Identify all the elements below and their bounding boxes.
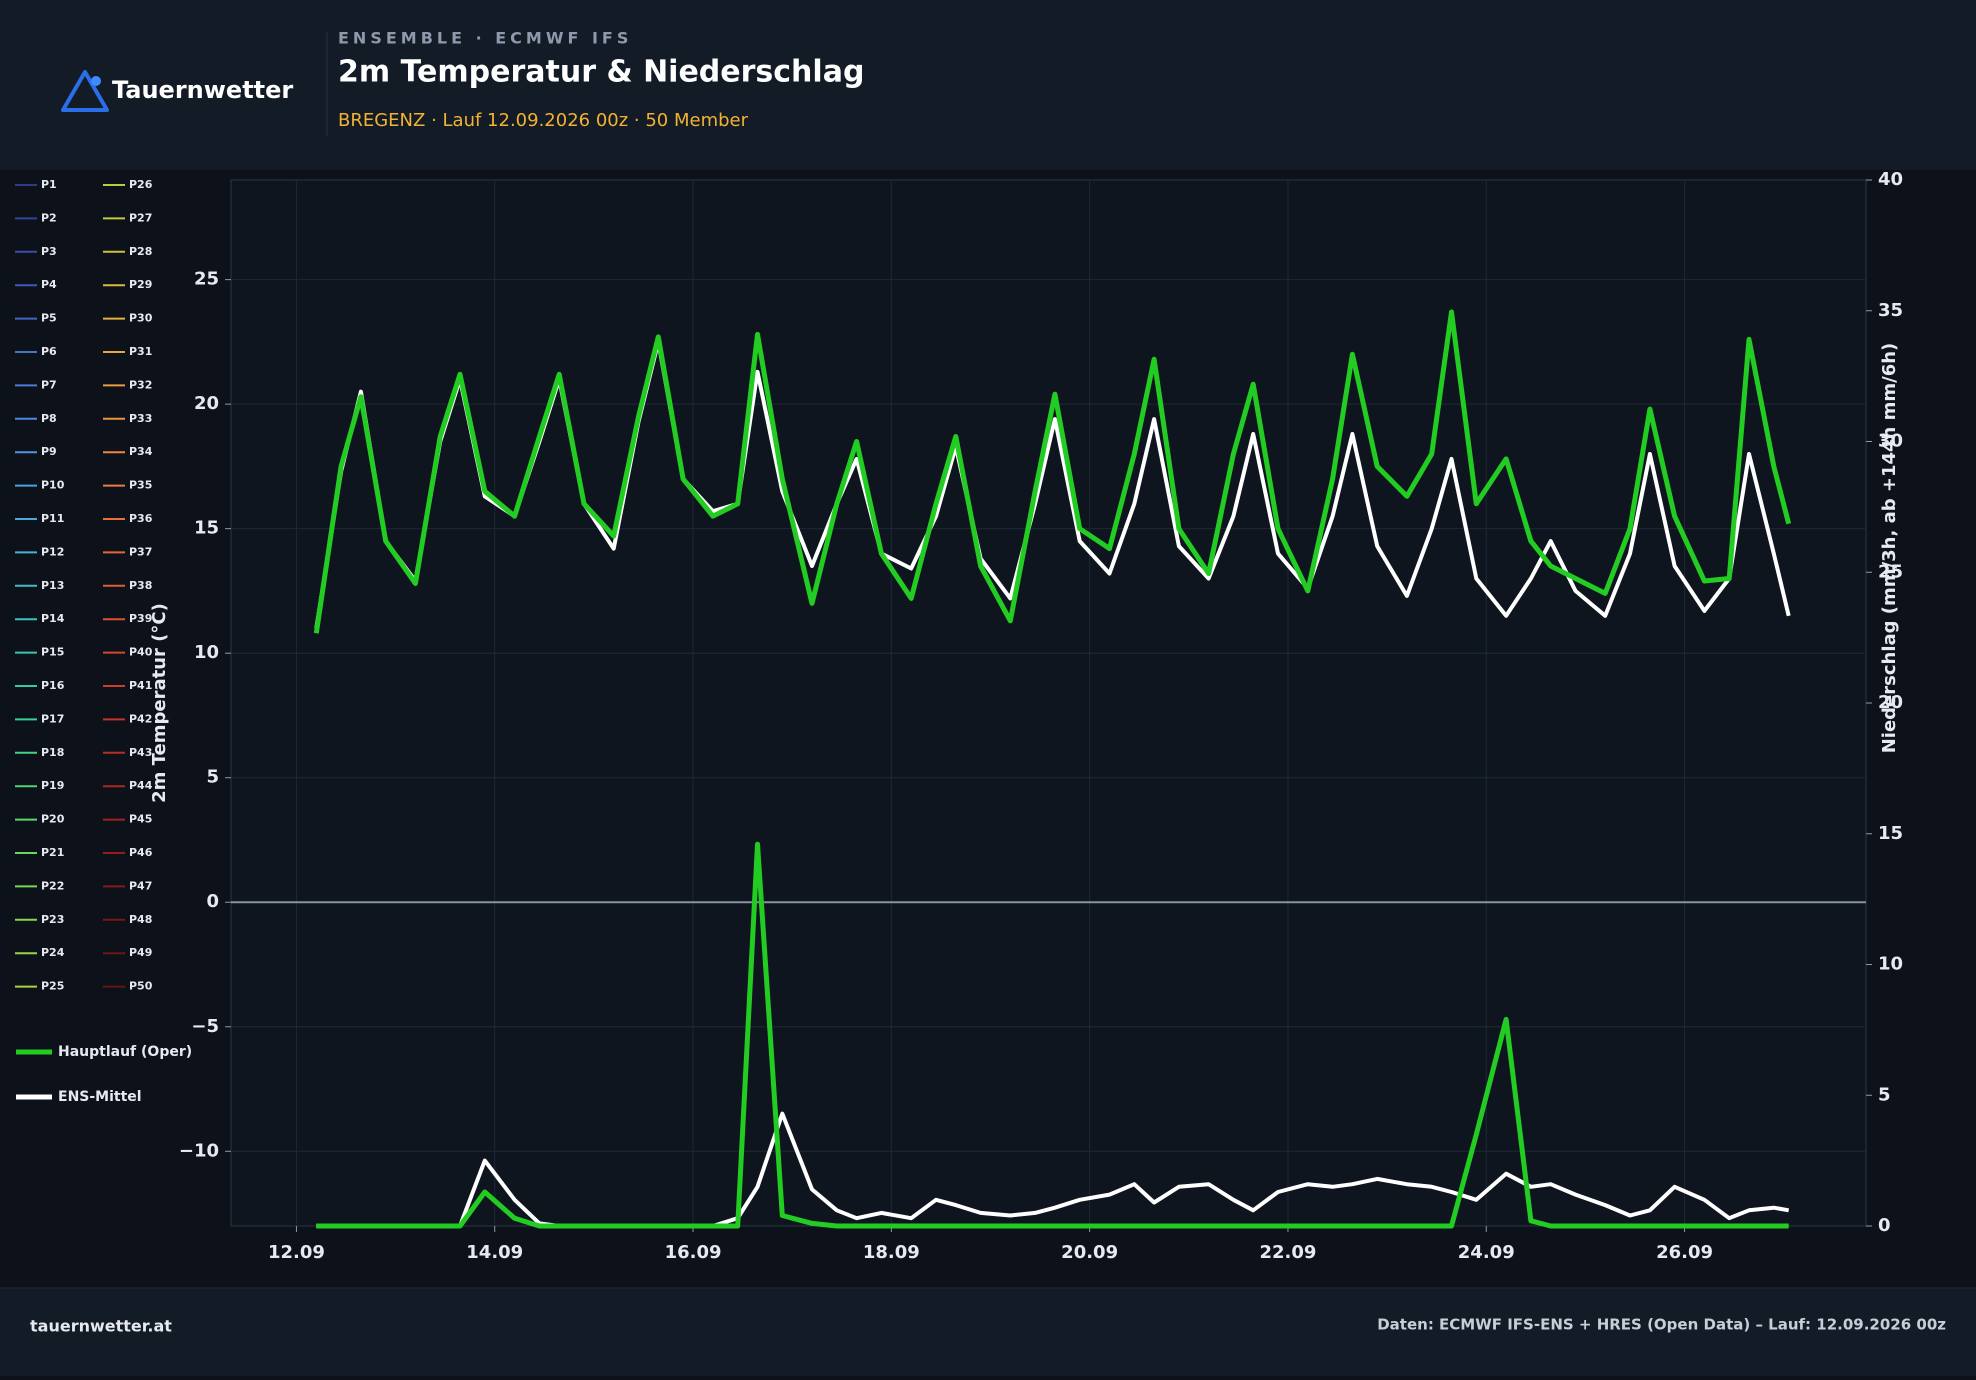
legend-label: P24 — [41, 946, 65, 959]
legend-label: P11 — [41, 512, 64, 525]
legend-label: P50 — [129, 980, 153, 993]
plot-area — [230, 179, 1867, 1227]
legend-label: P35 — [129, 479, 152, 492]
legend-label: P21 — [41, 846, 64, 859]
legend-label: P8 — [41, 412, 57, 425]
y-tick-label: 15 — [194, 518, 219, 539]
footer-right: Daten: ECMWF IFS-ENS + HRES (Open Data) … — [1377, 1316, 1946, 1334]
x-tick-label: 22.09 — [1259, 1242, 1316, 1263]
legend-label: P49 — [129, 946, 152, 959]
legend-label: P48 — [129, 913, 152, 926]
legend-label: P30 — [129, 312, 153, 325]
y-tick-label: 20 — [194, 393, 219, 414]
y2-tick-label: 30 — [1878, 431, 1903, 452]
footer-bg — [0, 1288, 1976, 1376]
brand: Tauernwetter — [112, 76, 293, 104]
legend-label: P34 — [129, 445, 153, 458]
legend-label: P14 — [41, 612, 65, 625]
legend-label: P47 — [129, 879, 152, 892]
y2-tick-label: 40 — [1878, 169, 1903, 190]
legend-label: P10 — [41, 479, 65, 492]
legend-label: P23 — [41, 913, 64, 926]
legend-label: P17 — [41, 712, 64, 725]
y-tick-label: −5 — [191, 1016, 219, 1037]
legend-label: P3 — [41, 245, 57, 258]
legend-label: P41 — [129, 679, 152, 692]
legend-label: P33 — [129, 412, 152, 425]
temp-line — [313, 309, 1792, 634]
precip-line — [316, 841, 1789, 1229]
legend-label: P15 — [41, 646, 64, 659]
header-bg — [0, 0, 1976, 170]
legend-label: P25 — [41, 980, 64, 993]
legend-label: P44 — [129, 779, 153, 792]
legend-label: P45 — [129, 813, 152, 826]
y-tick-label: 5 — [206, 767, 219, 788]
logo — [61, 70, 109, 112]
legend-label: P46 — [129, 846, 153, 859]
x-tick-label: 16.09 — [665, 1242, 722, 1263]
legend-label: P38 — [129, 579, 152, 592]
x-tick-label: 14.09 — [466, 1242, 523, 1263]
y-tick-label: −10 — [179, 1140, 219, 1161]
legend-label: P40 — [129, 646, 153, 659]
legend-label: P31 — [129, 345, 152, 358]
y2-axis-label: Niederschlag (mm/3h, ab +144h mm/6h) — [1879, 343, 1900, 754]
kicker: ENSEMBLE · ECMWF IFS — [338, 29, 632, 48]
subtitle: BREGENZ · Lauf 12.09.2026 00z · 50 Membe… — [338, 110, 749, 131]
legend-label: P20 — [41, 813, 65, 826]
x-tick-label: 24.09 — [1458, 1242, 1515, 1263]
legend-label: P27 — [129, 211, 152, 224]
legend-label: P5 — [41, 312, 57, 325]
legend-label: P39 — [129, 612, 152, 625]
legend-label: P42 — [129, 712, 152, 725]
legend-label: P26 — [129, 178, 153, 191]
x-tick-label: 20.09 — [1061, 1242, 1118, 1263]
legend-label: P29 — [129, 278, 152, 291]
x-tick-label: 12.09 — [268, 1242, 325, 1263]
legend-label: P2 — [41, 211, 57, 224]
legend-label: ENS-Mittel — [58, 1089, 142, 1105]
legend-label: P36 — [129, 512, 153, 525]
y2-tick-label: 25 — [1878, 561, 1903, 582]
legend-label: P1 — [41, 178, 57, 191]
legend-label: P43 — [129, 746, 152, 759]
y2-tick-label: 35 — [1878, 300, 1903, 321]
x-tick-label: 18.09 — [863, 1242, 920, 1263]
y-tick-label: 25 — [194, 269, 219, 290]
legend-label: P4 — [41, 278, 57, 291]
y-tick-label: 0 — [206, 891, 219, 912]
x-tick-label: 26.09 — [1656, 1242, 1713, 1263]
legend-label: P18 — [41, 746, 64, 759]
legend-label: P19 — [41, 779, 64, 792]
legend-label: P6 — [41, 345, 57, 358]
logo-dot — [91, 76, 101, 86]
y2-tick-label: 15 — [1878, 823, 1903, 844]
y2-tick-label: 0 — [1878, 1215, 1891, 1236]
legend-label: P7 — [41, 378, 57, 391]
legend-label: P22 — [41, 879, 64, 892]
legend-label: P16 — [41, 679, 65, 692]
footer-left: tauernwetter.at — [30, 1317, 172, 1336]
y-axis-label: 2m Temperatur (°C) — [149, 603, 170, 803]
legend-label: P28 — [129, 245, 152, 258]
y2-tick-label: 20 — [1878, 692, 1903, 713]
y2-tick-label: 5 — [1878, 1084, 1891, 1105]
title: 2m Temperatur & Niederschlag — [338, 55, 864, 90]
legend-label: P13 — [41, 579, 64, 592]
legend-label: P32 — [129, 378, 152, 391]
legend-label: P37 — [129, 545, 152, 558]
legend-label: P12 — [41, 545, 64, 558]
y-tick-label: 10 — [194, 642, 219, 663]
legend-label: Hauptlauf (Oper) — [58, 1044, 192, 1060]
y2-tick-label: 10 — [1878, 954, 1903, 975]
legend-label: P9 — [41, 445, 57, 458]
